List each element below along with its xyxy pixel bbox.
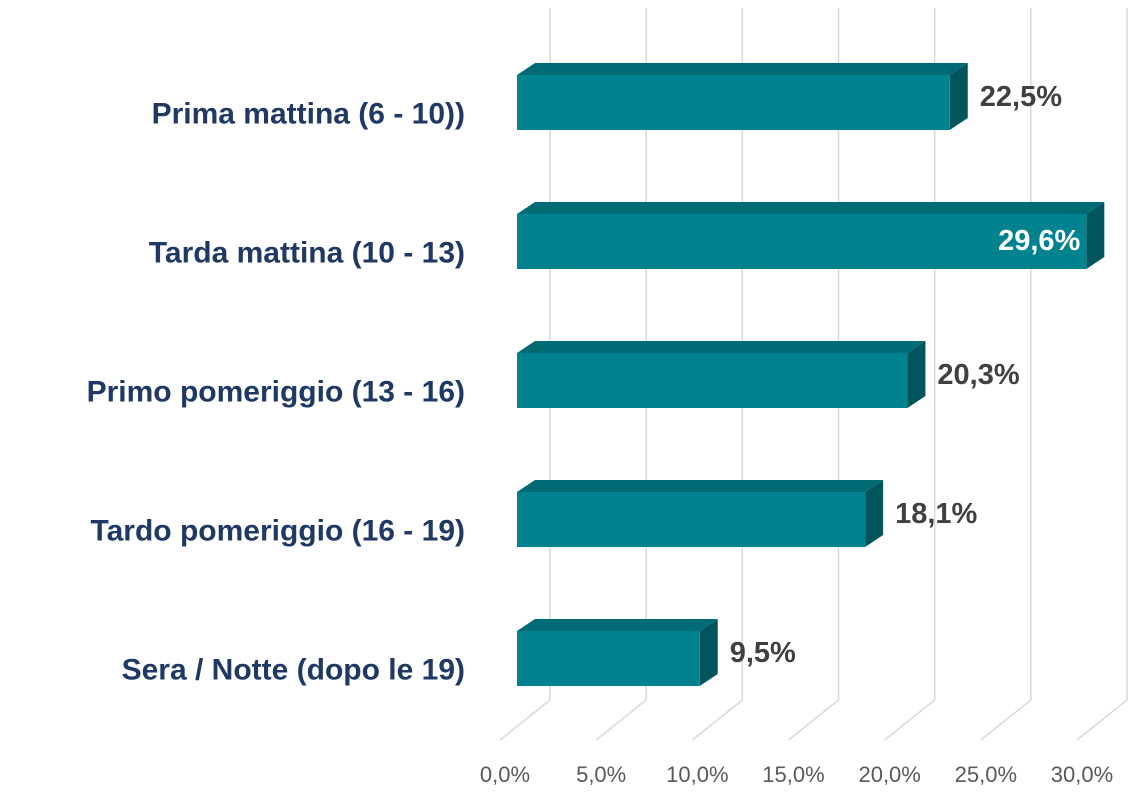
- bar-front: [517, 75, 950, 130]
- bar: [517, 341, 926, 408]
- category-label: Tarda mattina (10 - 13): [149, 236, 465, 269]
- value-label: 20,3%: [937, 359, 1019, 391]
- bar-top: [517, 202, 1105, 214]
- value-label: 9,5%: [730, 637, 796, 669]
- bar-front: [517, 492, 866, 547]
- x-tick-label: 25,0%: [955, 762, 1017, 787]
- bar-top: [517, 480, 884, 492]
- x-tick-label: 30,0%: [1051, 762, 1113, 787]
- category-label: Prima mattina (6 - 10)): [152, 97, 465, 130]
- bar: [517, 63, 968, 130]
- bar-side: [865, 480, 884, 547]
- category-label: Tardo pomeriggio (16 - 19): [91, 514, 466, 547]
- bar: [517, 619, 718, 686]
- bar-side: [949, 63, 968, 130]
- bar-front: [517, 214, 1087, 269]
- bar-side: [907, 341, 926, 408]
- bar: [517, 202, 1105, 269]
- x-tick-label: 5,0%: [576, 762, 626, 787]
- value-label: 18,1%: [895, 498, 977, 530]
- x-tick-label: 0,0%: [480, 762, 530, 787]
- x-tick-label: 10,0%: [666, 762, 728, 787]
- bar: [517, 480, 884, 547]
- bar-front: [517, 353, 908, 408]
- category-label: Primo pomeriggio (13 - 16): [87, 375, 465, 408]
- bar-top: [517, 619, 718, 631]
- value-label: 29,6%: [998, 225, 1080, 257]
- bar-front: [517, 631, 700, 686]
- bar-side: [699, 619, 718, 686]
- x-tick-label: 20,0%: [858, 762, 920, 787]
- grid-line: [1076, 8, 1128, 741]
- bar-top: [517, 63, 968, 75]
- bar-side: [1086, 202, 1105, 269]
- category-label: Sera / Notte (dopo le 19): [122, 653, 465, 686]
- x-tick-label: 15,0%: [762, 762, 824, 787]
- bar-top: [517, 341, 926, 353]
- value-label: 22,5%: [980, 81, 1062, 113]
